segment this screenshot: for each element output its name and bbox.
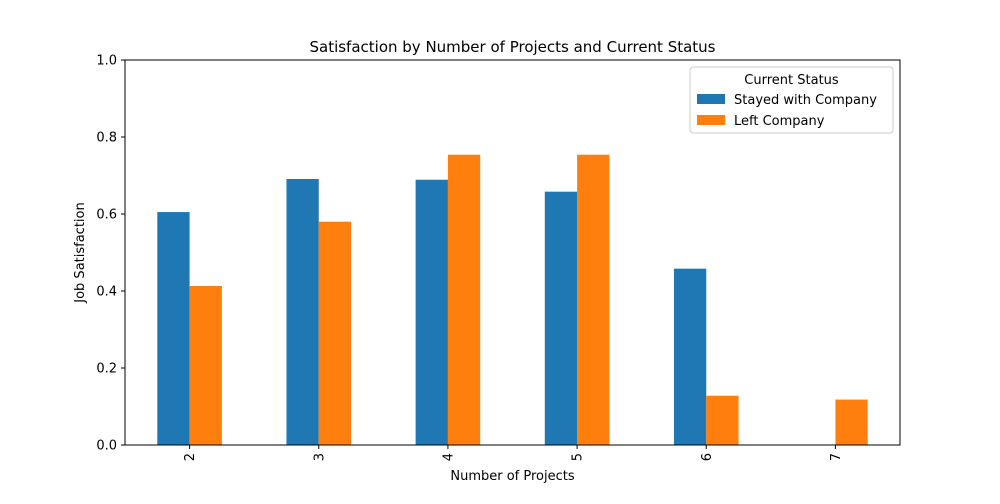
legend: Current Status Stayed with Company Left …	[689, 66, 894, 134]
bar-left-4	[447, 154, 481, 445]
y-tick-label: 0.8	[96, 131, 117, 146]
x-axis: 2 3 4 5 6 7	[183, 445, 844, 461]
chart-title: Satisfaction by Number of Projects and C…	[309, 38, 715, 56]
x-tick-label: 3	[312, 453, 327, 461]
x-tick-label: 2	[183, 453, 198, 461]
y-axis-label: Job Satisfaction	[73, 202, 88, 303]
y-axis: 0.0 0.2 0.4 0.6 0.8 1.0	[96, 54, 125, 454]
y-tick-label: 0.4	[96, 285, 117, 300]
bar-left-3	[318, 221, 352, 445]
bars-layer	[157, 154, 868, 446]
legend-label-left: Left Company	[734, 114, 825, 129]
x-tick-label: 7	[829, 453, 844, 461]
legend-swatch-left	[697, 115, 725, 125]
x-tick-label: 4	[441, 453, 456, 461]
plot-frame	[124, 59, 901, 446]
bar-stayed-3	[286, 178, 319, 445]
x-tick-label: 5	[571, 453, 586, 461]
bar-left-5	[577, 154, 610, 445]
y-tick-label: 0.0	[96, 439, 117, 454]
y-tick-label: 1.0	[96, 54, 117, 69]
bar-left-7	[835, 399, 868, 445]
legend-label-stayed: Stayed with Company	[734, 93, 877, 108]
y-tick-label: 0.2	[96, 362, 117, 377]
y-tick-label: 0.6	[96, 208, 117, 223]
x-tick-label: 6	[700, 453, 715, 461]
bar-stayed-6	[673, 268, 707, 445]
legend-swatch-stayed	[697, 94, 725, 104]
bar-stayed-5	[544, 191, 578, 445]
bar-left-2	[189, 285, 222, 445]
bar-stayed-4	[415, 179, 448, 446]
bar-stayed-2	[157, 212, 190, 445]
bar-left-6	[706, 395, 739, 445]
legend-frame	[689, 66, 894, 134]
legend-title: Current Status	[744, 73, 839, 88]
x-axis-label: Number of Projects	[450, 469, 574, 484]
